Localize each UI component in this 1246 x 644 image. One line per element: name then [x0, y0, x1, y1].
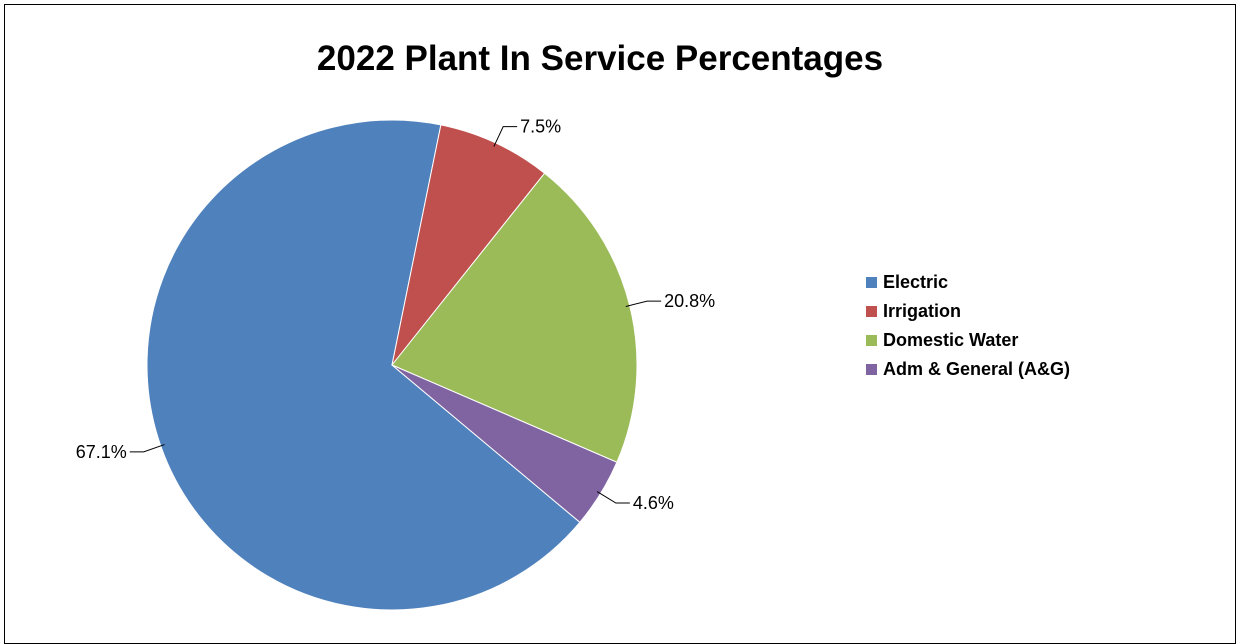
legend-item: Domestic Water — [866, 326, 1070, 355]
chart-title: 2022 Plant In Service Percentages — [316, 39, 884, 78]
legend-swatch — [866, 335, 877, 346]
leader-line — [625, 300, 662, 307]
legend-label: Adm & General (A&G) — [883, 359, 1071, 379]
data-label: 4.6% — [633, 493, 674, 513]
legend-swatch — [866, 306, 877, 317]
legend-label: Domestic Water — [883, 330, 1019, 350]
data-label: 20.8% — [664, 291, 715, 311]
leader-line — [129, 444, 165, 453]
legend-item: Adm & General (A&G) — [866, 355, 1070, 384]
legend-item: Electric — [866, 268, 1070, 297]
legend: Electric Irrigation Domestic Water Adm & Ge… — [866, 268, 1070, 384]
legend-swatch — [866, 364, 877, 375]
legend-swatch — [866, 277, 877, 288]
data-label: 67.1% — [76, 442, 127, 462]
pie-chart: 67.1% 7.5% 20.8% 4.6% — [76, 117, 715, 611]
legend-label: Electric — [883, 272, 949, 292]
leader-line — [596, 491, 630, 504]
leader-line — [493, 126, 518, 147]
data-label: 7.5% — [520, 117, 561, 137]
legend-label: Irrigation — [883, 301, 962, 321]
legend-item: Irrigation — [866, 297, 1070, 326]
